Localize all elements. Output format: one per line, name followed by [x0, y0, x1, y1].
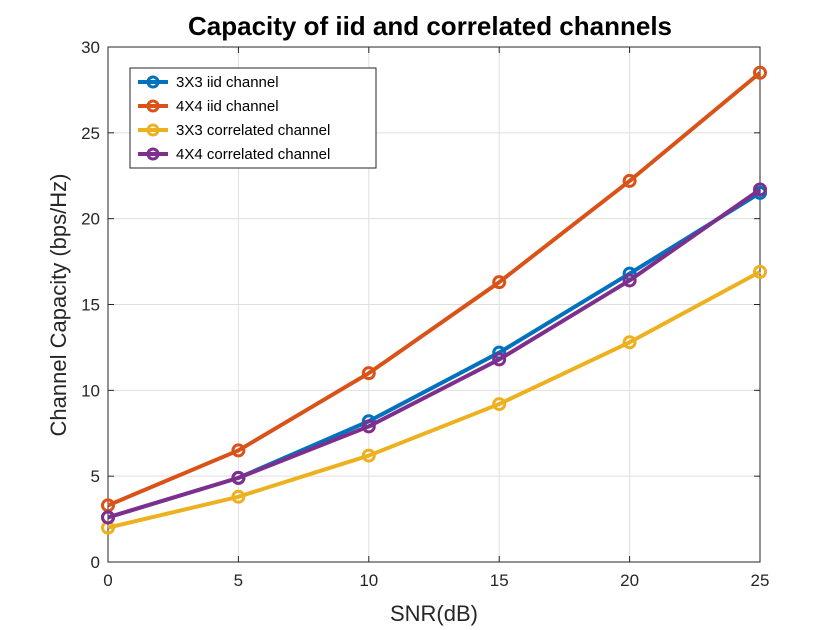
legend-label: 3X3 iid channel — [176, 74, 279, 91]
data-point — [492, 275, 507, 290]
data-point — [231, 489, 246, 504]
legend-swatch-marker — [146, 75, 160, 89]
data-point — [231, 470, 246, 485]
data-point — [231, 443, 246, 458]
y-tick-label: 20 — [81, 210, 100, 229]
data-point — [622, 335, 637, 350]
data-point — [622, 273, 637, 288]
data-point — [622, 173, 637, 188]
legend-item: 3X3 iid channel — [138, 74, 279, 91]
legend-label: 4X4 correlated channel — [176, 146, 330, 163]
series-line — [107, 71, 762, 508]
series-layer — [101, 65, 767, 535]
y-tick-label: 15 — [81, 296, 100, 315]
chart-title: Capacity of iid and correlated channels — [188, 11, 672, 41]
x-tick-label: 5 — [234, 571, 243, 590]
series-line — [107, 187, 762, 520]
data-point — [101, 510, 115, 525]
y-axis-label: Channel Capacity (bps/Hz) — [46, 174, 71, 437]
y-tick-label: 5 — [91, 467, 100, 486]
series-4x4-correlated-channel — [101, 182, 767, 525]
x-tick-label: 20 — [620, 571, 639, 590]
y-tick-label: 0 — [91, 553, 100, 572]
x-tick-label: 0 — [103, 571, 112, 590]
legend-item: 4X4 correlated channel — [138, 146, 330, 163]
data-point — [361, 448, 376, 463]
data-point — [361, 419, 376, 434]
data-point — [361, 366, 376, 381]
data-point — [492, 352, 507, 367]
data-point — [492, 397, 507, 412]
x-tick-label: 25 — [751, 571, 770, 590]
series-3x3-correlated-channel — [101, 264, 767, 535]
series-line — [107, 270, 761, 530]
y-tick-label: 30 — [81, 38, 100, 57]
y-tick-label: 10 — [81, 381, 100, 400]
x-tick-label: 15 — [490, 571, 509, 590]
series-4x4-iid-channel — [101, 65, 767, 513]
data-point — [753, 264, 767, 279]
y-tick-label: 25 — [81, 124, 100, 143]
legend-swatch-marker — [146, 147, 160, 161]
data-point — [753, 65, 767, 80]
x-axis-label: SNR(dB) — [390, 601, 478, 626]
legend-swatch-marker — [146, 123, 160, 137]
legend-label: 3X3 correlated channel — [176, 122, 330, 139]
legend-label: 4X4 iid channel — [176, 98, 279, 115]
legend: 3X3 iid channel 4X4 iid channel 3X3 correl… — [129, 67, 377, 169]
legend-item: 4X4 iid channel — [138, 98, 279, 115]
x-tick-label: 10 — [359, 571, 378, 590]
data-point — [753, 182, 767, 197]
legend-item: 3X3 correlated channel — [138, 122, 330, 139]
legend-box — [129, 67, 377, 169]
axis-ticks: 0 5 10 15 20 25 0 5 10 15 20 25 30 — [81, 38, 769, 590]
legend-swatch-marker — [146, 99, 160, 113]
